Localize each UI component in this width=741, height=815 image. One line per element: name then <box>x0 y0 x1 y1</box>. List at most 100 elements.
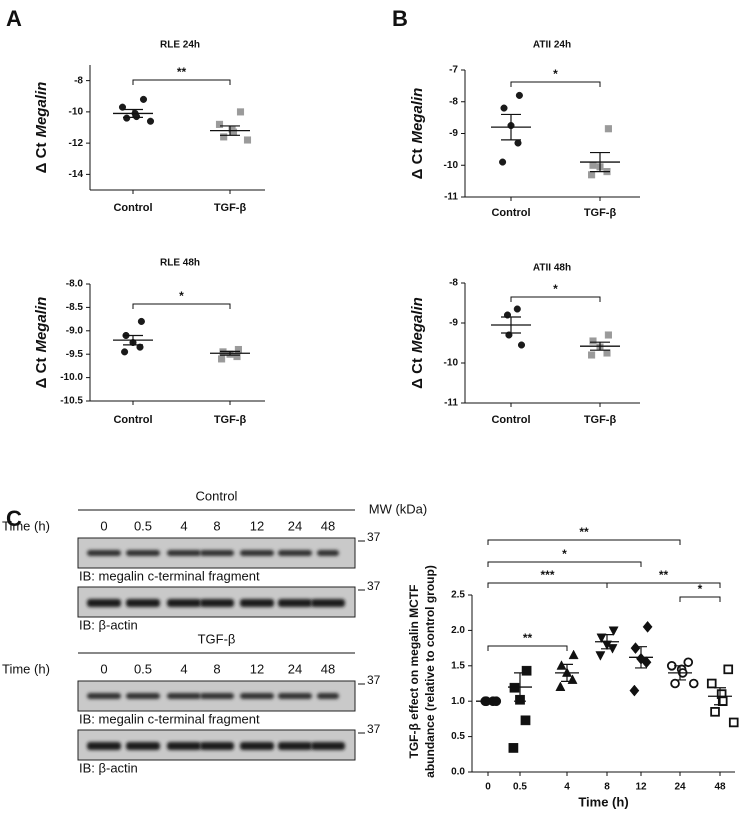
data-point <box>688 678 699 689</box>
significance-bracket <box>487 539 681 545</box>
panel-label: B <box>392 6 408 31</box>
x-tick-label: TGF-β <box>584 414 617 426</box>
data-point <box>229 128 238 136</box>
y-tick-label: 0.0 <box>451 767 465 778</box>
y-tick-label: -10 <box>444 358 459 369</box>
time-label: Time (h) <box>2 518 50 533</box>
probe-label: IB: β-actin <box>79 760 138 775</box>
data-point <box>136 343 144 351</box>
y-tick-label: 0.5 <box>451 731 465 742</box>
data-point <box>589 161 597 169</box>
data-point <box>508 743 519 753</box>
significance-bracket <box>510 296 601 302</box>
x-tick-label: Control <box>113 414 152 426</box>
significance-bracket <box>487 582 608 588</box>
y-tick-label: 1.0 <box>451 696 465 707</box>
panel-label: A <box>6 6 22 31</box>
data-point <box>568 649 579 660</box>
blot-group-title: TGF-β <box>198 631 236 646</box>
y-tick-label: -9 <box>449 128 458 139</box>
error-bar <box>220 350 240 356</box>
data-point <box>683 657 694 668</box>
error-bar <box>220 125 240 136</box>
y-tick-label: -7 <box>449 65 458 76</box>
data-point <box>520 715 531 726</box>
y-tick-label: -11 <box>444 398 458 409</box>
data-point <box>220 133 228 141</box>
lane-label: 12 <box>250 518 264 533</box>
data-point <box>146 117 155 125</box>
x-tick-label: 24 <box>674 782 686 793</box>
error-bar <box>590 341 610 351</box>
significance-label: * <box>562 547 567 561</box>
lane-label: 0.5 <box>134 661 152 676</box>
x-tick-label: 0 <box>485 782 491 793</box>
y-axis-label: Δ Ct Megalin <box>33 82 50 174</box>
error-bar <box>514 672 526 702</box>
data-point <box>604 125 612 133</box>
panel-label: C <box>6 506 22 531</box>
blot-band <box>317 693 339 699</box>
blot-band <box>278 742 312 750</box>
y-tick-label: 1.5 <box>451 660 465 671</box>
blot-band <box>87 742 121 750</box>
data-point <box>500 104 508 112</box>
blot-band <box>240 742 274 750</box>
blot-band <box>87 693 121 699</box>
data-point <box>118 103 127 111</box>
error-bar <box>123 334 143 346</box>
data-point <box>555 681 566 691</box>
significance-bracket <box>606 582 721 588</box>
data-point <box>710 707 720 717</box>
data-point <box>499 158 507 166</box>
mw-marker: 37 <box>367 579 381 593</box>
y-axis-label-gene: Megalin <box>33 82 50 138</box>
y-tick-label: -12 <box>69 138 84 149</box>
data-point <box>243 136 252 144</box>
blot-band <box>278 550 312 556</box>
x-tick-label: TGF-β <box>584 207 617 219</box>
data-point <box>595 651 606 661</box>
blot-group-title: Control <box>196 488 238 503</box>
y-tick-label: -9.5 <box>66 349 84 360</box>
chart-title: ATII 48h <box>533 263 571 274</box>
data-point <box>514 139 522 147</box>
significance-label: ** <box>579 525 589 539</box>
lane-label: 4 <box>180 518 187 533</box>
data-point <box>629 684 640 697</box>
x-tick-label: Control <box>491 207 530 219</box>
x-tick-label: 48 <box>714 782 726 793</box>
significance-bracket <box>510 81 601 87</box>
data-point <box>215 120 224 128</box>
blot-band <box>126 550 160 556</box>
data-point <box>589 337 597 345</box>
data-point <box>121 348 129 356</box>
y-tick-label: 2.0 <box>451 625 465 636</box>
y-tick-label: -11 <box>444 192 458 203</box>
x-tick-label: 8 <box>604 782 610 793</box>
lane-label: 48 <box>321 661 335 676</box>
y-axis-label-text: Δ Ct <box>409 149 426 180</box>
data-point <box>236 108 245 116</box>
significance-bracket <box>487 561 642 567</box>
y-axis-label-gene: Megalin <box>409 88 426 144</box>
error-bar <box>714 687 726 706</box>
blot-band <box>311 599 345 607</box>
significance-label: * <box>179 289 184 303</box>
x-tick-label: TGF-β <box>214 202 247 214</box>
data-point <box>728 717 739 728</box>
mw-marker: 37 <box>367 530 381 544</box>
blot-band <box>126 693 160 699</box>
blot-band <box>167 693 201 699</box>
y-tick-label: -14 <box>69 169 84 180</box>
x-axis-label: Time (h) <box>578 794 628 809</box>
error-bar <box>561 663 573 682</box>
significance-label: * <box>553 282 558 296</box>
data-point <box>608 626 619 636</box>
data-point <box>233 352 241 361</box>
lane-label: 8 <box>213 661 220 676</box>
lane-label: 24 <box>288 661 302 676</box>
x-tick-label: Control <box>113 202 152 214</box>
data-point <box>517 341 526 349</box>
